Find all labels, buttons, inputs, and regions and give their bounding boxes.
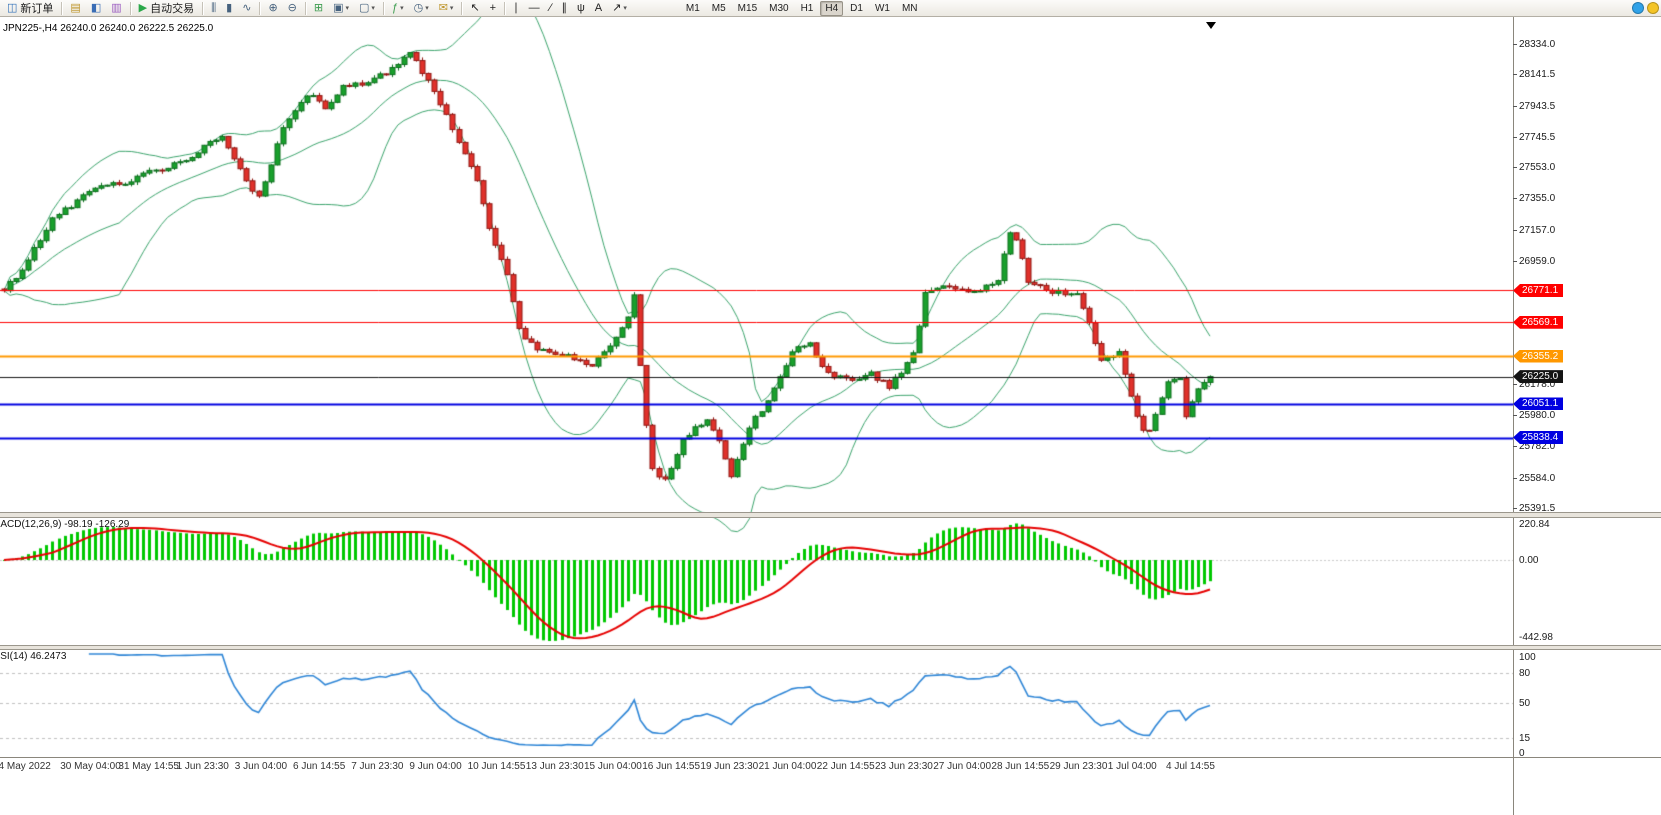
toolbar-separator xyxy=(61,1,63,15)
chevron-down-icon: ▾ xyxy=(345,5,350,12)
fibonacci-retracement-icon: ψ xyxy=(576,1,585,14)
zoom-out-button[interactable]: ⊖ xyxy=(284,1,301,16)
timeframe-h1[interactable]: H1 xyxy=(800,2,814,14)
line-chart-icon: ∿ xyxy=(242,1,252,14)
trendline-icon: ∕ xyxy=(549,1,552,14)
timeframe-d1[interactable]: D1 xyxy=(850,2,863,14)
timeframe-m15[interactable]: M15 xyxy=(737,2,758,14)
price-line-label-support-2[interactable]: 25838.4 xyxy=(1513,431,1563,445)
bar-chart-button[interactable]: ⫼ xyxy=(207,1,220,16)
chart-shift-button[interactable]: ▢ ▾ xyxy=(355,1,379,16)
chevron-down-icon: ▾ xyxy=(400,5,404,12)
crosshair-button[interactable]: + xyxy=(486,1,500,16)
zoom-in-icon: ⊕ xyxy=(268,1,278,14)
bar-chart-icon: ⫼ xyxy=(211,1,217,14)
line-chart-button[interactable]: ∿ xyxy=(238,1,255,16)
macd-indicator-label: MACD(12,26,9) -98.19 -126.29 xyxy=(0,519,130,530)
toolbar-separator xyxy=(129,1,131,15)
tile-windows-icon: ⊞ xyxy=(313,1,324,14)
candlestick-chart-icon: ▮ xyxy=(226,1,233,14)
market-watch-icon: ▤ xyxy=(70,1,81,14)
periods-button[interactable]: ◷ ▾ xyxy=(410,1,433,16)
horizontal-line-icon: ― xyxy=(528,1,540,14)
chevron-down-icon: ▾ xyxy=(371,5,375,12)
candlestick-chart-button[interactable]: ▮ xyxy=(222,1,236,16)
vertical-line-icon: ∣ xyxy=(513,1,519,14)
time-axis-border xyxy=(0,757,1661,758)
toolbar: ◫ 新订单 ▤ ◧ ▥ ▶ 自动交易 ⫼ ▮ ∿ ⊕ ⊖ ⊞ ▣ ▾ ▢ ▾ ƒ ▾ ◷ ▾ ✉ ▾ ↖ + ∣ ― ∕ ∥ ψ A ↗ ▾ M1… xyxy=(0,0,1661,17)
navigator-icon: ▥ xyxy=(111,1,122,14)
market-watch-button[interactable]: ▤ xyxy=(66,1,84,16)
horizontal-line-button[interactable]: ― xyxy=(525,1,544,16)
chevron-down-icon: ▾ xyxy=(449,5,454,12)
toolbar-separator xyxy=(259,1,261,15)
text-label-button[interactable]: A xyxy=(591,1,606,16)
timeframe-h4[interactable]: H4 xyxy=(820,0,844,16)
toolbar-separator xyxy=(504,1,506,15)
timeframe-w1[interactable]: W1 xyxy=(874,2,890,14)
auto-scroll-button[interactable]: ▣ ▾ xyxy=(329,1,353,16)
zoom-out-icon: ⊖ xyxy=(287,1,297,14)
crosshair-icon: + xyxy=(489,1,497,14)
data-window-button[interactable]: ◧ xyxy=(87,1,105,16)
vertical-line-button[interactable]: ∣ xyxy=(509,1,523,16)
arrows-button[interactable]: ↗ ▾ xyxy=(608,1,631,16)
indicators-button[interactable]: ƒ ▾ xyxy=(388,1,408,16)
text-label-icon: A xyxy=(594,1,603,14)
new-order-label: 新订单 xyxy=(20,3,54,15)
chart-ohlc-header: JPN225-,H4 26240.0 26240.0 26222.5 26225… xyxy=(3,23,214,34)
timeframe-m5[interactable]: M5 xyxy=(711,2,726,14)
auto-scroll-icon: ▣ xyxy=(333,1,344,14)
templates-icon: ✉ xyxy=(438,1,448,14)
toolbar-corner-icons xyxy=(1632,2,1659,14)
timeframe-mn[interactable]: MN xyxy=(901,2,918,14)
data-window-icon: ◧ xyxy=(90,1,102,14)
chart-shift-icon: ▢ xyxy=(359,1,370,14)
toolbar-separator xyxy=(382,1,384,15)
price-line-label-pivot-line[interactable]: 26355.2 xyxy=(1513,349,1563,363)
templates-button[interactable]: ✉ ▾ xyxy=(435,1,458,16)
rsi-indicator-label: RSI(14) 46.2473 xyxy=(0,651,67,662)
timeframe-m30[interactable]: M30 xyxy=(769,2,789,14)
community-icon[interactable] xyxy=(1632,2,1644,14)
chart-shift-marker[interactable] xyxy=(1206,22,1216,29)
autotrading-label: 自动交易 xyxy=(150,3,195,15)
search-icon[interactable] xyxy=(1647,2,1659,14)
autotrading-icon: ▶ xyxy=(138,1,148,14)
toolbar-separator xyxy=(304,1,306,15)
tile-windows-button[interactable]: ⊞ xyxy=(310,1,327,16)
price-line-label-support-1[interactable]: 26051.1 xyxy=(1513,397,1563,411)
equidistant-channel-icon: ∥ xyxy=(561,1,567,14)
timeframe-m1[interactable]: M1 xyxy=(685,2,700,14)
autotrading-button[interactable]: ▶ 自动交易 xyxy=(135,1,198,16)
cursor-button[interactable]: ↖ xyxy=(466,1,483,16)
new-order-icon: ◫ xyxy=(7,1,18,14)
trendline-button[interactable]: ∕ xyxy=(546,1,556,16)
zoom-in-button[interactable]: ⊕ xyxy=(264,1,281,16)
price-axis[interactable] xyxy=(1513,17,1661,815)
price-line-label-resistance-1[interactable]: 26771.1 xyxy=(1513,283,1563,297)
timeframe-group: M1 M5 M15 M30 H1 H4 D1 W1 MN xyxy=(680,0,924,16)
indicators-icon: ƒ xyxy=(391,1,399,14)
toolbar-separator xyxy=(461,1,463,15)
new-order-button[interactable]: ◫ 新订单 xyxy=(3,1,57,16)
chevron-down-icon: ▾ xyxy=(623,5,627,12)
price-line-label-resistance-2[interactable]: 26569.1 xyxy=(1513,315,1563,329)
fibonacci-retracement-button[interactable]: ψ xyxy=(573,1,589,16)
panel-separator-rsi[interactable] xyxy=(0,645,1661,650)
equidistant-channel-button[interactable]: ∥ xyxy=(557,1,571,16)
cursor-icon: ↖ xyxy=(470,1,480,14)
periods-icon: ◷ xyxy=(413,1,424,14)
arrows-icon: ↗ xyxy=(612,1,622,14)
toolbar-separator xyxy=(202,1,204,15)
price-line-label-current-price[interactable]: 26225.0 xyxy=(1513,370,1563,384)
panel-separator-macd[interactable] xyxy=(0,512,1661,518)
navigator-button[interactable]: ▥ xyxy=(107,1,125,16)
chevron-down-icon: ▾ xyxy=(425,5,429,12)
